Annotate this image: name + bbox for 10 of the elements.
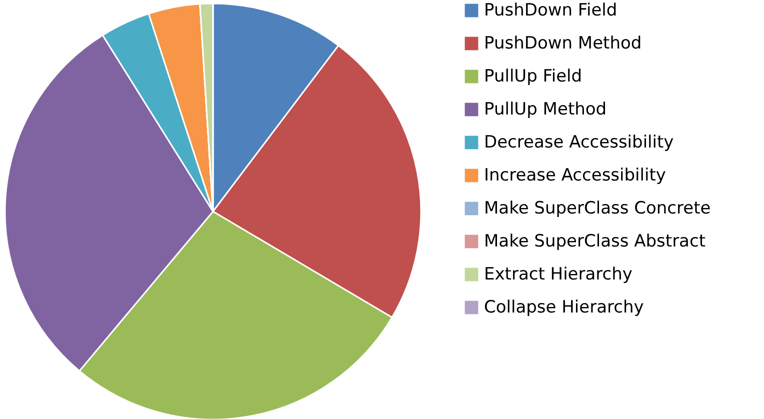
legend-label: Collapse Hierarchy: [484, 298, 644, 318]
legend-label: PullUp Method: [484, 100, 607, 120]
legend-label: PushDown Field: [484, 0, 618, 20]
legend-label: Extract Hierarchy: [484, 264, 632, 284]
legend-label: Make SuperClass Concrete: [484, 198, 711, 218]
legend-label: Make SuperClass Abstract: [484, 232, 706, 252]
legend-label: PullUp Field: [484, 66, 582, 86]
legend-label: Decrease Accessibility: [484, 132, 674, 152]
legend-label: PushDown Method: [484, 34, 642, 54]
legend-label: Increase Accessibility: [484, 166, 666, 186]
